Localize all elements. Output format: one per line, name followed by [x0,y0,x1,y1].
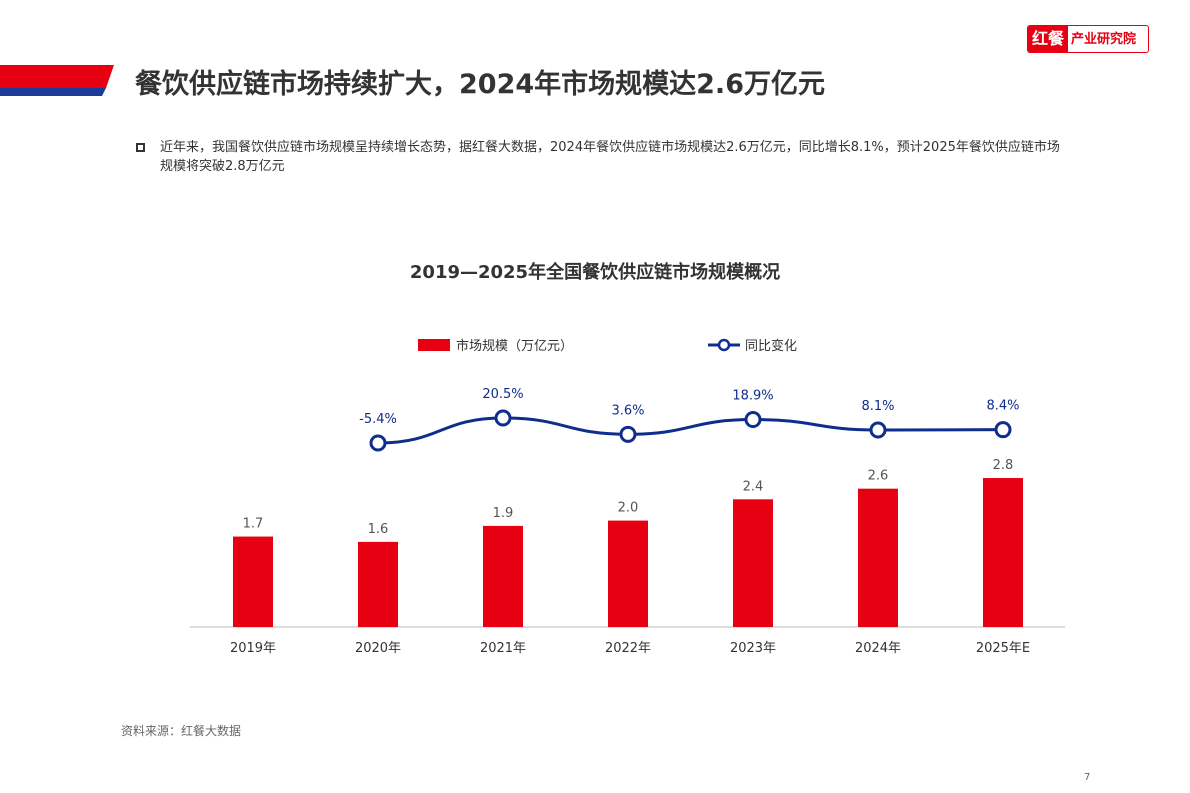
legend-line-marker [717,338,731,352]
yoy-label: 3.6% [611,403,644,418]
legend-bar-label: 市场规模（万亿元） [456,338,573,354]
x-tick-label: 2021年 [480,641,526,656]
brand-logo: 红餐 产业研究院 [1027,25,1149,53]
page-title: 餐饮供应链市场持续扩大，2024年市场规模达2.6万亿元 [135,69,825,100]
yoy-point [619,425,637,443]
yoy-label: 8.1% [861,399,894,414]
bar [358,541,398,627]
yoy-point [994,421,1012,439]
yoy-point [369,434,387,452]
bar [858,488,898,627]
bar-label: 1.7 [243,517,264,532]
title-accent-blue [0,88,106,96]
yoy-label: 20.5% [482,387,523,402]
bullet-square-icon [136,143,145,152]
bar [233,536,273,627]
logo-mark: 红餐 [1028,26,1069,52]
bar [608,520,648,627]
bar-label: 2.8 [993,458,1014,473]
bar [483,525,523,627]
logo-text: 产业研究院 [1071,32,1137,47]
yoy-point [869,421,887,439]
bar-label: 2.4 [743,479,764,494]
bar [733,499,773,627]
bar-label: 2.6 [868,469,889,484]
bar-label: 2.0 [618,501,639,516]
title-accent-red [0,65,114,88]
legend-line-label: 同比变化 [745,338,797,354]
x-tick-label: 2024年 [855,641,901,656]
bar-label: 1.9 [493,506,514,521]
bar [983,478,1023,627]
page-number: 7 [1084,772,1091,783]
yoy-label: -5.4% [359,412,397,427]
yoy-point [744,411,762,429]
yoy-label: 18.9% [732,389,773,404]
x-tick-label: 2023年 [730,641,776,656]
x-tick-label: 2019年 [230,641,276,656]
description: 近年来，我国餐饮供应链市场规模呈持续增长态势，据红餐大数据，2024年餐饮供应链… [160,140,1060,174]
yoy-line [377,416,1004,445]
legend-bar-swatch [418,339,450,351]
source-note: 资料来源：红餐大数据 [121,724,242,738]
chart-title: 2019—2025年全国餐饮供应链市场规模概况 [409,262,781,283]
bar-label: 1.6 [368,522,389,537]
x-tick-label: 2025年E [976,641,1030,656]
yoy-point [494,409,512,427]
x-tick-label: 2022年 [605,641,651,656]
yoy-label: 8.4% [986,399,1019,414]
x-tick-label: 2020年 [355,641,401,656]
